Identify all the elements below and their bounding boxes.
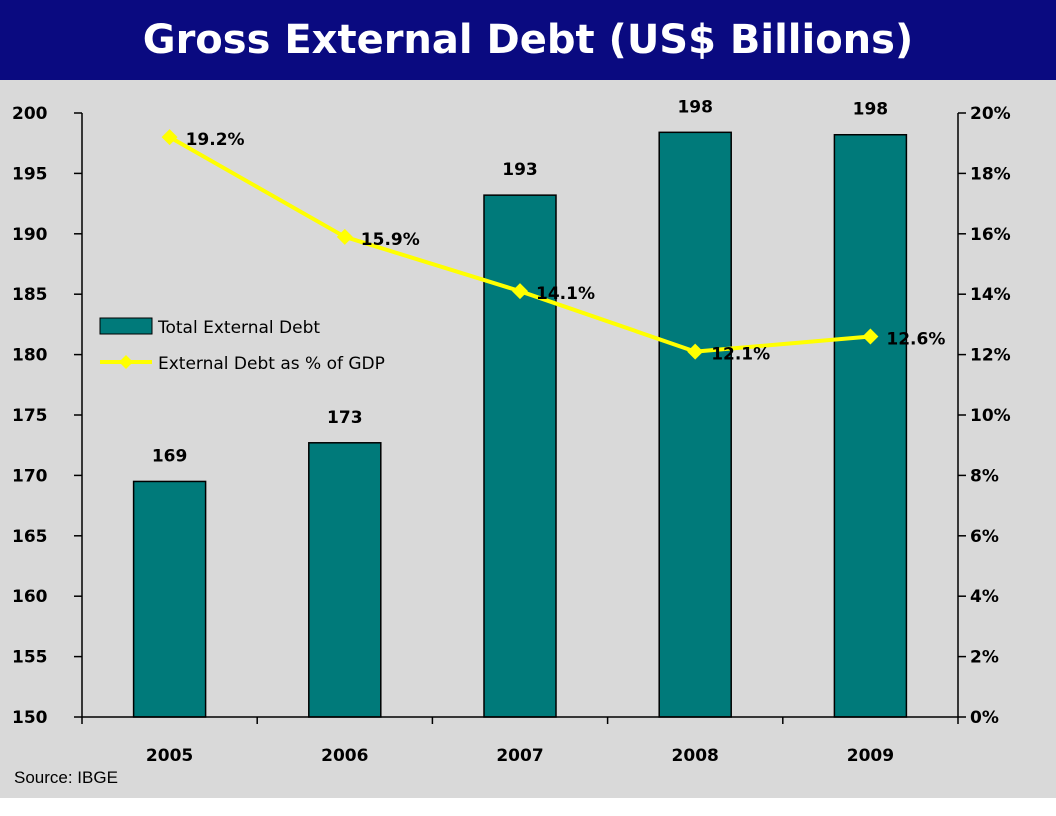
bar-2008 [658,131,732,718]
bar-value-label-2009: 198 [853,100,889,120]
y-right-tick-label-10%: 10% [970,406,1011,426]
line-point-2006 [336,228,353,245]
y-left-tick-label-185: 185 [12,285,48,305]
x-tick-label-2005: 2005 [146,746,193,766]
chart-title: Gross External Debt (US$ Billions) [142,17,914,63]
line-point-2007 [512,283,528,300]
chart-svg: 169 173 193 198 198 150 155 160 165 170 175 180 185 1… [12,97,1011,766]
bar-value-label-2005: 169 [152,446,188,466]
chart-title-bar: Gross External Debt (US$ Billions) [0,0,1056,80]
y-left-tick-label-165: 165 [12,527,48,547]
line-value-label-2005: 19.2% [186,130,245,150]
line-point-2008 [687,343,704,360]
y-left-tick-label-190: 190 [12,225,48,245]
y-right-tick-label-18%: 18% [970,164,1011,184]
line-value-label-2009: 12.6% [886,329,945,349]
y-left-tick-label-160: 160 [12,587,48,607]
legend-label-bar: Total External Debt [157,318,320,338]
y-right-tick-label-12%: 12% [970,346,1011,366]
line-value-label-2006: 15.9% [361,230,420,250]
bar-value-label-2008: 198 [677,97,713,117]
y-left-tick-label-180: 180 [12,346,48,366]
y-right-tick-label-16%: 16% [970,225,1011,245]
bar-2005 [132,480,207,718]
y-left-tick-label-155: 155 [12,648,48,668]
y-right-tick-label-4%: 4% [970,587,999,607]
y-right-tick-label-8%: 8% [970,466,999,486]
legend-swatch-bar [99,317,153,335]
line-value-label-2008: 12.1% [711,345,770,365]
y-left-tick-label-200: 200 [12,104,48,124]
y-right-tick-label-2%: 2% [970,648,999,668]
line-value-label-2007: 14.1% [536,284,595,304]
y-right-tick-label-0%: 0% [970,708,999,728]
legend-swatch-marker [119,355,133,369]
line-point-2009 [862,328,879,345]
y-right-tick-label-6%: 6% [970,527,999,547]
y-right-tick-label-20%: 20% [970,104,1011,124]
y-left-tick-label-150: 150 [12,708,48,728]
x-tick-label-2007: 2007 [496,746,543,766]
source-note: Source: IBGE [14,768,118,787]
bar-2006 [308,442,382,718]
bar-2007 [483,194,557,718]
bar-value-label-2007: 193 [502,160,538,180]
y-left-tick-label-175: 175 [12,406,48,426]
line-point-2005 [161,129,178,146]
y-left-tick-label-170: 170 [12,466,48,486]
x-tick-label-2006: 2006 [321,746,368,766]
x-tick-label-2009: 2009 [847,746,894,766]
y-right-tick-label-14%: 14% [970,285,1011,305]
x-tick-label-2008: 2008 [672,746,719,766]
bar-value-label-2006: 173 [327,408,363,428]
redaction-box [158,765,566,795]
legend-label-line: External Debt as % of GDP [158,354,385,374]
bar-2009 [833,133,908,718]
y-left-tick-label-195: 195 [12,164,48,184]
